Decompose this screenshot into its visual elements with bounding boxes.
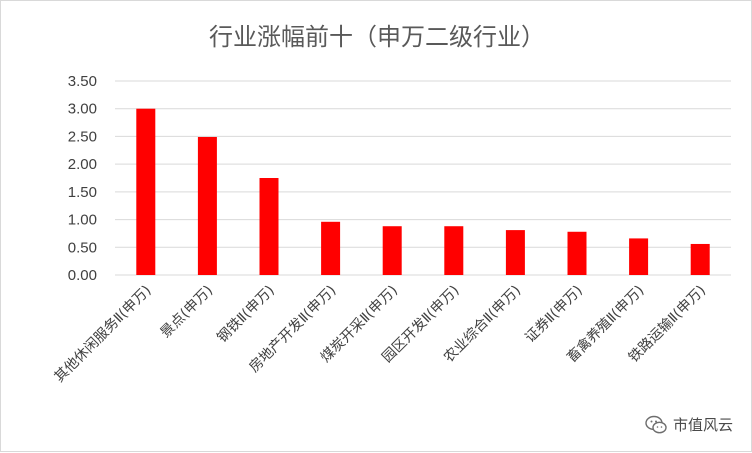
y-tick-label: 0.50 [68, 239, 97, 256]
gridlines [115, 80, 731, 276]
watermark: 市值风云 [645, 414, 733, 435]
bar [505, 230, 525, 275]
y-tick-label: 1.00 [68, 212, 97, 229]
bar [382, 226, 402, 275]
bar [690, 243, 710, 275]
x-tick-label: 钢铁Ⅱ(申万) [214, 283, 278, 347]
y-tick-label: 3.00 [68, 101, 97, 118]
wechat-icon [645, 415, 667, 433]
x-tick-label: 证券Ⅱ(申万) [522, 283, 586, 347]
bar [321, 221, 341, 275]
x-tick-label: 其他休闲服务Ⅱ(申万) [52, 283, 155, 386]
y-tick-label: 1.50 [68, 184, 97, 201]
y-tick-label: 0.00 [68, 267, 97, 284]
x-tick-label: 景点(申万) [158, 283, 217, 342]
chart-title: 行业涨幅前十（申万二级行业） [209, 23, 545, 51]
y-tick-label: 2.50 [68, 128, 97, 145]
bar [136, 108, 156, 275]
y-tick-label: 3.50 [68, 73, 97, 90]
y-axis-tick-labels: 0.00 0.50 1.00 1.50 2.00 2.50 3.00 3.50 [68, 73, 97, 284]
bar [444, 226, 464, 275]
bar [567, 231, 587, 275]
y-tick-label: 2.00 [68, 156, 97, 173]
bar [259, 178, 279, 275]
bar [629, 238, 649, 275]
watermark-text: 市值风云 [672, 416, 733, 434]
bars [136, 108, 710, 275]
bar [197, 136, 217, 275]
x-axis-tick-labels: 其他休闲服务Ⅱ(申万) 景点(申万)钢铁Ⅱ(申万)房地产开发Ⅱ(申万)煤炭开采Ⅱ(… [52, 282, 710, 386]
